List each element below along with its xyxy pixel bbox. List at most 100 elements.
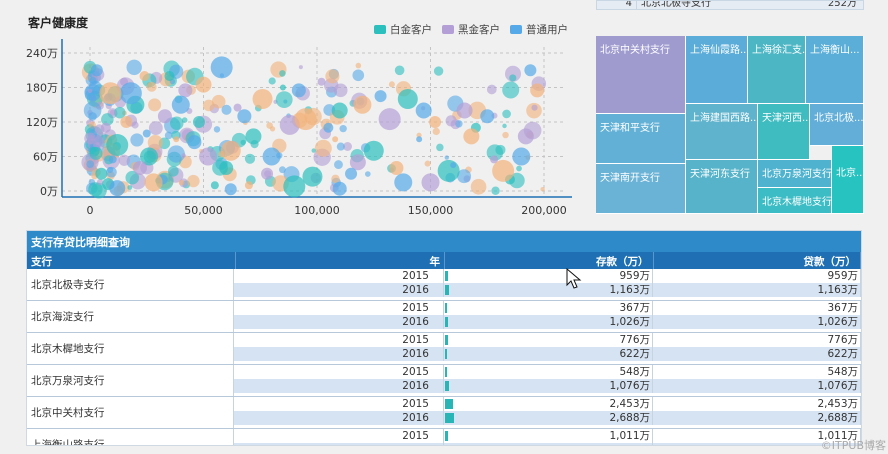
scatter-point [363,140,384,161]
scatter-point [333,83,348,98]
table-row[interactable]: 2016 622万 622万 [234,347,861,361]
scatter-point [432,127,440,136]
deposit-cell: 1,076万 [444,379,653,393]
table-row[interactable]: 2015 367万 367万 [234,301,861,315]
table-row[interactable]: 2016 1,163万 1,163万 [234,283,861,297]
scatter-point [261,167,274,180]
scatter-point [86,160,95,169]
treemap-cell[interactable]: 北京北极... [810,104,864,146]
deposit-cell: 367万 [444,301,653,315]
branch-name-cell[interactable]: 北京海淀支行 [27,301,234,332]
table-row[interactable]: 2016 1,026万 1,026万 [234,315,861,329]
scatter-point [178,179,185,186]
scatter-point [119,82,142,105]
scatter-point [108,155,117,164]
col-header-branch[interactable]: 支行 [27,252,236,269]
year-cell: 2015 [234,429,444,443]
scatter-point [486,84,497,95]
deposit-cell: 1,163万 [444,283,653,297]
scatter-point [331,174,340,184]
row-number: 4 [597,1,637,9]
legend-item-platinum[interactable]: 白金客户 [374,22,432,37]
treemap-cell[interactable]: 上海衡山... [806,36,864,104]
scatter-point [244,181,253,190]
treemap-cell[interactable]: 天津和平支行 [596,114,686,164]
y-tick-label: 120万 [26,116,58,129]
col-header-year[interactable]: 年 [236,252,445,269]
deposit-bar [445,303,447,313]
scatter-point [456,102,473,119]
treemap-label: 北京万泉河支行 [762,169,832,180]
loan-cell: 1,893万 [653,443,861,445]
table-row[interactable]: 2016 2,688万 2,688万 [234,411,861,425]
deposit-cell: 1,026万 [444,315,653,329]
scatter-chart[interactable]: 0万 60万 120万 180万 240万 0 50,000 100,000 150,000 20… [0,0,588,226]
deposit-bar [445,317,449,327]
treemap-cell[interactable]: 天津河西... [758,104,810,160]
y-tick-label: 180万 [26,82,58,95]
table-row[interactable]: 2015 776万 776万 [234,333,861,347]
scatter-point [88,182,103,197]
scatter-legend[interactable]: 白金客户 黑金客户 普通用户 [374,22,568,37]
branch-name-cell[interactable]: 北京北极寺支行 [27,269,234,300]
treemap-cell[interactable]: 北京中关村支行 [596,36,686,114]
scatter-point [109,180,126,197]
scatter-point [314,139,332,157]
treemap-cell[interactable]: 北京... [832,146,864,214]
branch-name-cell[interactable]: 北京万泉河支行 [27,365,234,396]
treemap-cell[interactable]: 上海建国西路... [686,104,758,160]
treemap-cell[interactable]: 北京木樨地支行 [758,188,832,214]
deposit-bar [445,399,454,409]
scatter-point [480,109,495,124]
treemap-cell[interactable]: 上海仙霞路... [686,36,748,104]
watermark: ©ITPUB博客 [820,439,886,452]
year-value: 2016 [402,316,429,328]
table-row[interactable]: 2016 1,893万1,893万 [234,443,861,445]
treemap-label: 天津南开支行 [600,173,660,184]
table-row[interactable]: 2015 2,453万 2,453万 [234,397,861,411]
table-row[interactable]: 2015 959万 959万 [234,269,861,283]
x-tick-label: 0 [87,204,94,217]
loan-cell: 1,011万 [653,429,861,443]
scatter-point [397,89,418,109]
scatter-point [118,154,130,166]
col-header-loan[interactable]: 贷款（万） [654,252,861,269]
branch-name-cell[interactable]: 上海衡山路支行 [27,429,234,445]
table-group: 北京北极寺支行 2015 959万 959万 2016 1,163万 1,163万 [27,269,861,301]
scatter-point [378,108,401,131]
scatter-point [298,65,303,70]
scatter-point [178,83,193,98]
table-row[interactable]: 2016 1,076万 1,076万 [234,379,861,393]
scatter-point [517,128,534,145]
treemap-cell[interactable]: 天津南开支行 [596,164,686,214]
scatter-point [167,145,185,163]
scatter-point [302,166,323,187]
scatter-point [167,165,179,177]
col-header-deposit[interactable]: 存款（万） [445,252,654,269]
table-row[interactable]: 2015 1,011万 1,011万 [234,429,861,443]
legend-item-black-gold[interactable]: 黑金客户 [442,22,500,37]
treemap-cell[interactable]: 天津河东支行 [686,160,758,214]
year-value: 2015 [402,366,429,378]
scatter-point [84,83,102,101]
legend-item-regular[interactable]: 普通用户 [510,22,568,37]
scatter-point [531,104,538,111]
scatter-point [213,126,221,133]
scatter-point [221,104,232,115]
loan-cell: 1,076万 [653,379,861,393]
table-group: 北京万泉河支行 2015 548万 548万 2016 1,076万 1,076万 [27,365,861,397]
table-row[interactable]: 2015 548万 548万 [234,365,861,379]
deposit-cell: 2,453万 [444,397,653,411]
loan-cell: 1,163万 [653,283,861,297]
x-tick-label: 50,000 [184,204,223,217]
branch-name-cell[interactable]: 北京中关村支行 [27,397,234,428]
scatter-point [540,187,545,192]
row-branch: 北京北极寺支行 [641,0,711,9]
treemap-cell[interactable]: 北京万泉河支行 [758,160,832,188]
scatter-point [126,59,142,76]
treemap-label: 上海衡山... [810,45,860,56]
branch-name-cell[interactable]: 北京木樨地支行 [27,333,234,364]
row-value: 252万 [827,0,857,9]
treemap-cell[interactable]: 上海徐汇支... [748,36,806,104]
